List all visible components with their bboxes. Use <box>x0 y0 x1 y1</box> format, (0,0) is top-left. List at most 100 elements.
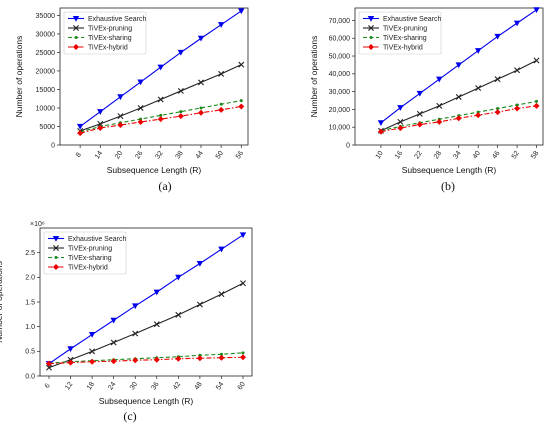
data-point <box>455 62 462 69</box>
legend-box <box>43 231 127 275</box>
data-point <box>110 339 117 346</box>
legend-entry: TiVEx-pruning <box>68 245 112 252</box>
data-point <box>197 35 205 42</box>
x-axis-label: Subsequence Length (R) <box>107 165 202 175</box>
x-tick-label: 54 <box>215 381 225 391</box>
legend-marker <box>72 15 80 22</box>
data-point <box>76 123 84 130</box>
data-point <box>436 118 443 125</box>
data-point <box>67 346 74 353</box>
data-point <box>416 121 423 128</box>
x-tick-label: 60 <box>237 381 247 391</box>
x-tick-label: 30 <box>129 381 139 391</box>
data-point <box>97 124 104 131</box>
chart-panel-1: 0 5000 10000 15000 20000 25000 30000 35000 8 14 20… <box>14 7 249 193</box>
panel-label: (a) <box>158 179 171 193</box>
data-point <box>416 90 424 97</box>
y-tick-label: 1.0 <box>25 324 35 331</box>
legend-entry: TiVEx-sharing <box>68 255 112 262</box>
data-point <box>397 125 404 132</box>
data-point <box>196 301 203 308</box>
data-point <box>218 106 225 113</box>
y-tick-label: 20,000 <box>329 107 351 114</box>
data-point <box>117 122 124 129</box>
data-point <box>238 103 245 110</box>
y-tick-label: 2.5 <box>25 250 35 257</box>
data-point <box>219 352 223 356</box>
data-point <box>153 356 160 363</box>
data-point <box>67 359 74 366</box>
y-tick-label: 2.0 <box>25 275 35 282</box>
data-point <box>157 64 164 71</box>
series-tivex-hybrid <box>377 102 540 135</box>
data-point <box>535 99 539 103</box>
data-point <box>494 76 501 83</box>
x-axis-label: Subsequence Length (R) <box>99 396 194 406</box>
data-point <box>494 109 501 116</box>
data-point <box>239 232 247 239</box>
chart-panel-2: 0 10,000 20,000 30,000 40,000 50,000 60,000 70,… <box>309 7 544 193</box>
x-axis-label: Subsequence Length (R) <box>402 165 497 175</box>
data-point <box>175 311 182 318</box>
data-point <box>475 85 482 92</box>
y-tick-label: 30000 <box>36 31 56 38</box>
data-point <box>175 274 182 281</box>
data-point <box>218 354 225 361</box>
data-point <box>153 289 160 296</box>
data-point <box>514 105 521 112</box>
data-point <box>177 49 185 56</box>
panel-label: (b) <box>441 179 455 193</box>
legend-marker <box>53 245 59 251</box>
y-tick-label: 60,000 <box>329 36 351 43</box>
x-tick-label: 48 <box>194 381 204 391</box>
x-tick-label: 8 <box>75 151 83 158</box>
data-point <box>238 8 245 15</box>
x-tick-label: 38 <box>175 150 185 160</box>
legend-marker <box>73 25 79 31</box>
y-tick-label: 40,000 <box>329 71 351 78</box>
panel-label: (c) <box>123 409 136 423</box>
series-line <box>48 356 244 365</box>
legend-entry: TiVEx-pruning <box>88 25 132 32</box>
legend: Exhaustive Search TiVEx-pruning TiVEx-shar… <box>43 231 127 275</box>
data-point <box>218 70 225 77</box>
x-tick-label: 24 <box>107 381 117 391</box>
y-tick-label: 15000 <box>36 87 56 94</box>
data-point <box>132 330 139 337</box>
data-point <box>218 291 225 298</box>
data-point <box>416 110 423 117</box>
y-tick-label: 0 <box>51 142 55 149</box>
x-tick-label: 16 <box>394 150 404 160</box>
legend-entry: TiVEx-hybrid <box>88 44 128 51</box>
x-tick-label: 14 <box>94 150 104 160</box>
legend-entry: Exhaustive Search <box>68 236 126 243</box>
data-point <box>110 317 117 324</box>
y-axis-label: Number of operations <box>0 261 4 343</box>
y-offset-text: ×10⁶ <box>30 221 45 228</box>
data-point <box>514 67 521 74</box>
data-point <box>159 113 163 117</box>
x-tick-label: 28 <box>433 150 443 160</box>
y-tick-label: 35000 <box>36 13 56 20</box>
data-point <box>117 94 124 101</box>
legend-entry: TiVEx-pruning <box>383 25 427 32</box>
x-tick-label: 22 <box>413 150 423 160</box>
data-point <box>377 120 385 126</box>
data-point <box>45 364 52 371</box>
legend-entry: Exhaustive Search <box>383 16 441 23</box>
y-tick-label: 10,000 <box>329 125 351 132</box>
data-point <box>436 102 443 109</box>
data-point <box>177 87 184 94</box>
legend: Exhaustive Search TiVEx-pruning TiVEx-shar… <box>358 11 441 55</box>
legend-marker <box>369 36 373 39</box>
data-point <box>496 107 500 111</box>
x-tick-label: 34 <box>452 150 462 160</box>
data-point <box>533 57 540 64</box>
y-tick-label: 0 <box>346 142 350 149</box>
data-point <box>533 7 540 13</box>
data-point <box>153 321 160 328</box>
series-exhaustive-search <box>377 7 540 126</box>
x-tick-label: 46 <box>491 150 501 160</box>
x-tick-label: 12 <box>64 381 74 391</box>
legend-box <box>63 11 147 55</box>
